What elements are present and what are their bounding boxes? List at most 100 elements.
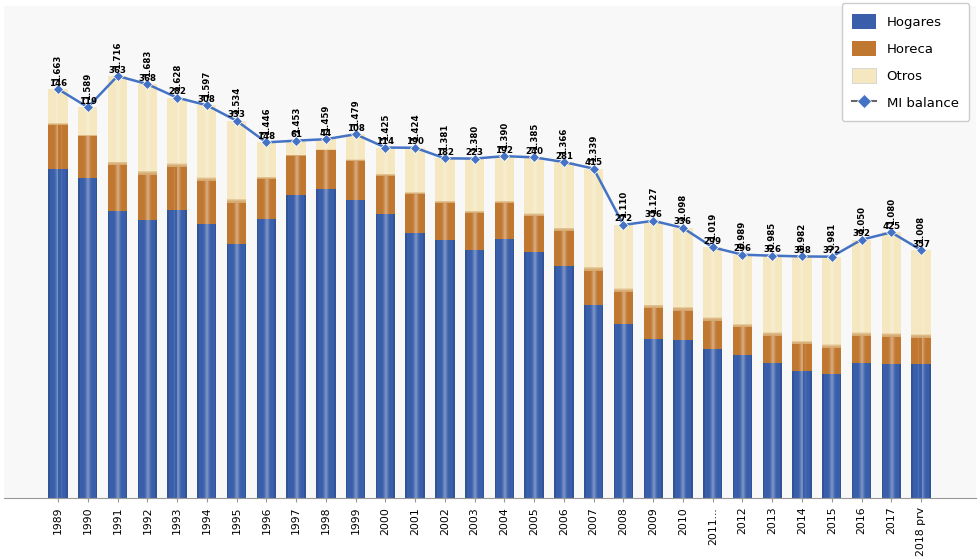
Text: 182: 182: [436, 148, 454, 157]
Text: 392: 392: [853, 229, 870, 238]
Bar: [882, 336, 901, 337]
Bar: [762, 363, 782, 498]
Bar: [406, 232, 407, 498]
Bar: [524, 214, 544, 216]
Bar: [495, 239, 514, 498]
Bar: [406, 193, 424, 194]
Bar: [108, 76, 127, 165]
Text: 358: 358: [793, 246, 810, 255]
Bar: [613, 290, 633, 292]
Bar: [257, 178, 276, 179]
Text: 1.589: 1.589: [83, 73, 92, 100]
Bar: [346, 134, 366, 161]
Bar: [346, 160, 366, 161]
Bar: [227, 200, 246, 203]
Bar: [911, 338, 931, 365]
Bar: [78, 178, 97, 498]
Bar: [197, 179, 217, 181]
Text: 1.110: 1.110: [619, 191, 628, 218]
Bar: [555, 228, 573, 231]
Bar: [168, 210, 169, 498]
Bar: [555, 228, 573, 231]
Bar: [227, 199, 246, 203]
Bar: [375, 214, 377, 498]
Bar: [286, 156, 306, 195]
Text: 326: 326: [763, 245, 781, 254]
Bar: [227, 199, 246, 203]
Bar: [613, 291, 633, 292]
Text: 44: 44: [319, 129, 332, 138]
Bar: [762, 333, 782, 336]
Bar: [375, 174, 395, 175]
Bar: [911, 337, 931, 338]
Bar: [465, 158, 484, 213]
Bar: [524, 214, 544, 216]
Bar: [227, 200, 246, 203]
Bar: [78, 137, 97, 178]
Bar: [822, 347, 842, 348]
Bar: [555, 265, 556, 498]
Bar: [78, 135, 97, 137]
Bar: [406, 148, 424, 194]
Bar: [644, 306, 662, 309]
Bar: [703, 319, 722, 321]
Bar: [644, 221, 662, 309]
Bar: [822, 375, 823, 498]
Bar: [227, 202, 246, 203]
Bar: [733, 328, 752, 354]
Bar: [197, 224, 199, 498]
Bar: [435, 202, 455, 203]
Bar: [733, 325, 752, 328]
Bar: [108, 164, 127, 165]
Bar: [78, 107, 97, 137]
Bar: [257, 178, 276, 179]
Bar: [286, 155, 306, 156]
Bar: [822, 346, 842, 348]
Text: 372: 372: [822, 246, 841, 255]
Bar: [168, 165, 187, 167]
Bar: [137, 175, 157, 220]
Bar: [524, 157, 544, 216]
Bar: [762, 333, 782, 336]
Bar: [375, 147, 395, 175]
Text: 1.008: 1.008: [916, 216, 925, 243]
Bar: [911, 335, 931, 338]
Bar: [78, 136, 97, 137]
Bar: [822, 346, 842, 348]
Text: 357: 357: [912, 240, 930, 249]
Bar: [703, 318, 722, 321]
Bar: [257, 220, 276, 498]
Bar: [406, 192, 424, 194]
Bar: [762, 335, 782, 336]
Bar: [762, 333, 782, 336]
Bar: [852, 333, 871, 336]
Bar: [48, 125, 68, 169]
Bar: [733, 325, 752, 328]
Text: 1.446: 1.446: [262, 108, 270, 136]
Bar: [227, 202, 246, 203]
Bar: [137, 174, 157, 175]
Bar: [703, 317, 722, 321]
Bar: [465, 213, 484, 250]
Bar: [137, 220, 157, 498]
Bar: [644, 339, 662, 498]
Text: 368: 368: [138, 73, 156, 83]
Bar: [317, 139, 335, 150]
Bar: [613, 289, 633, 292]
Bar: [644, 305, 662, 309]
Text: 1.453: 1.453: [292, 106, 301, 134]
Bar: [346, 200, 366, 498]
Bar: [197, 178, 217, 181]
Bar: [584, 268, 604, 270]
Text: 333: 333: [227, 110, 246, 119]
Text: 0.985: 0.985: [767, 222, 777, 249]
Bar: [584, 305, 604, 498]
Text: 1.019: 1.019: [709, 213, 717, 240]
Bar: [317, 189, 335, 498]
Bar: [792, 343, 811, 344]
Bar: [197, 105, 217, 181]
Text: 0.982: 0.982: [798, 222, 807, 250]
Bar: [555, 230, 573, 231]
Text: 148: 148: [258, 132, 275, 141]
Bar: [584, 268, 604, 270]
